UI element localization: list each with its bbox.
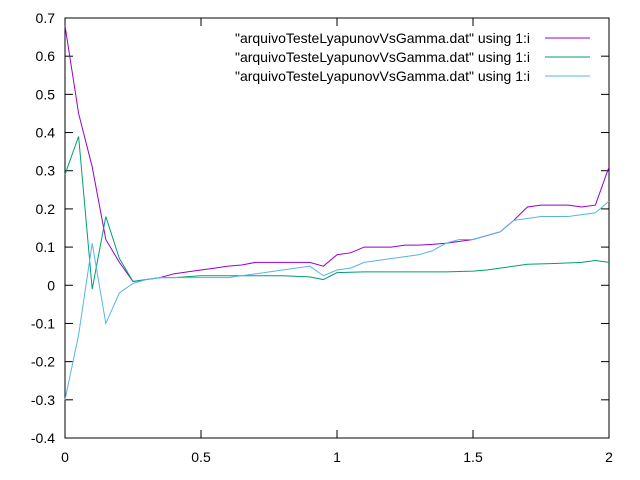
y-tick-label: 0.2 <box>36 201 56 217</box>
y-tick-label: 0.6 <box>36 48 56 64</box>
x-tick-label: 1 <box>333 449 341 465</box>
y-tick-label: -0.4 <box>31 430 55 446</box>
x-tick-label: 1.5 <box>463 449 483 465</box>
y-tick-label: -0.2 <box>31 354 55 370</box>
y-tick-label: 0.4 <box>36 125 56 141</box>
series-lines <box>64 25 610 400</box>
x-tick-label: 0.5 <box>191 449 211 465</box>
axis-ticks: 0.7 0.6 0.5 0.4 0.3 0.2 0.1 0 -0.1 -0.2 -0.3 -0.4 0 0… <box>31 10 613 465</box>
legend: "arquivoTesteLyapunovVsGamma.dat" using … <box>235 30 590 84</box>
y-tick-label: 0.3 <box>36 163 56 179</box>
y-tick-label: 0.7 <box>36 10 56 26</box>
y-tick-label: -0.3 <box>31 392 55 408</box>
legend-entry-label: "arquivoTesteLyapunovVsGamma.dat" using … <box>235 49 530 65</box>
x-tick-label: 2 <box>605 449 613 465</box>
y-tick-label: 0 <box>47 277 55 293</box>
y-tick-label: 0.1 <box>36 239 56 255</box>
y-tick-label: -0.1 <box>31 315 55 331</box>
y-tick-label: 0.5 <box>36 86 56 102</box>
legend-entry-label: "arquivoTesteLyapunovVsGamma.dat" using … <box>235 30 530 46</box>
series-line-2 <box>64 136 610 290</box>
x-tick-label: 0 <box>61 449 69 465</box>
series-line-3 <box>64 200 610 400</box>
legend-entry-label: "arquivoTesteLyapunovVsGamma.dat" using … <box>235 68 530 84</box>
